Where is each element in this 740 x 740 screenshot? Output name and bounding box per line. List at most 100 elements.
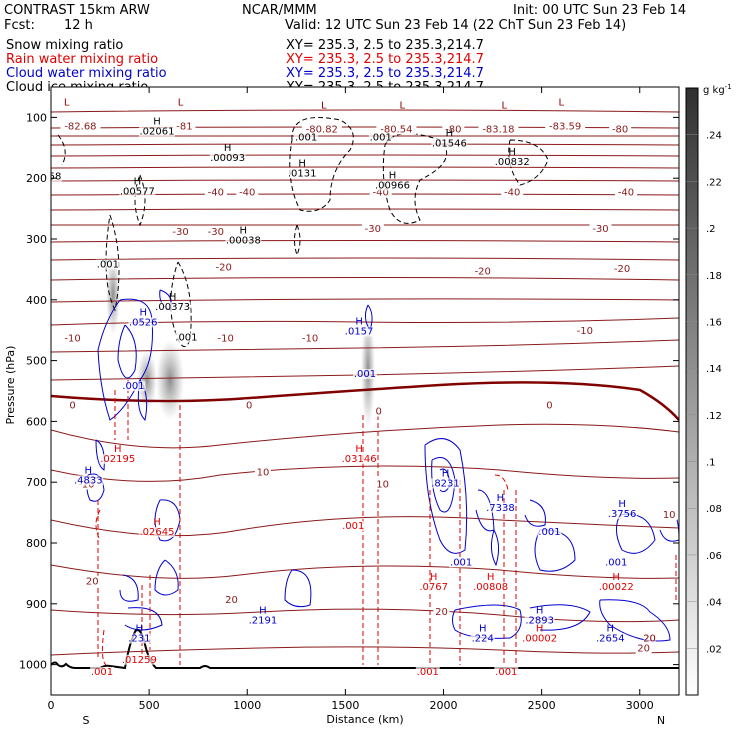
rain-contour	[95, 509, 101, 541]
terrain-profile	[51, 628, 679, 670]
extremum-marker: H	[442, 468, 450, 479]
y-tick-label: 300	[26, 233, 47, 246]
extremum-value: .224	[472, 633, 494, 644]
extremum-value: .001	[450, 557, 472, 568]
y-axis-label: Pressure (hPa)	[4, 346, 17, 425]
isotherm-label-bg	[223, 593, 240, 605]
isotherm-label: -80	[612, 124, 628, 135]
x-tick-label: 0	[48, 699, 55, 712]
extremum-value-bg	[449, 557, 474, 568]
extremum-marker: H	[114, 444, 122, 455]
extremum-marker: H	[355, 444, 363, 455]
isotherm-label-bg	[369, 186, 392, 198]
cloud-water-contour	[154, 499, 181, 542]
isotherm-line	[51, 126, 679, 129]
extremum-marker: H	[224, 143, 232, 154]
extremum-value-bg	[287, 168, 318, 179]
isotherm-label: -30	[365, 224, 381, 235]
isotherm-label-bg	[236, 186, 259, 198]
isotherm-label-bg	[214, 332, 237, 344]
isotherm-line	[51, 646, 679, 656]
extremum-value: .001	[605, 557, 627, 568]
extremum-value-bg	[537, 527, 562, 538]
x-axis-label: Distance (km)	[326, 713, 403, 726]
extremum-value: .02195	[100, 454, 135, 465]
field-name-cloud-water: Cloud water mixing ratio	[6, 66, 167, 81]
snow-contour	[105, 214, 120, 312]
extremum-marker: L	[178, 98, 184, 109]
isotherm-label: -30	[208, 227, 224, 238]
extremum-value: .2893	[525, 615, 554, 626]
plot-frame	[50, 86, 680, 696]
y-tick-label: 600	[26, 415, 47, 428]
snow-contour	[294, 224, 301, 257]
x-tick-label: 2000	[430, 699, 458, 712]
extremum-value-bg	[494, 666, 519, 677]
colorbar-tick-label: .04	[706, 598, 722, 609]
extremum-value: .001	[370, 133, 392, 144]
extremum-marker: L	[558, 98, 564, 109]
isotherm-line	[51, 257, 679, 261]
extremum-value-bg	[341, 454, 378, 465]
extremum-value-bg	[127, 633, 152, 644]
extremum-value: .001	[354, 369, 376, 380]
extremum-marker: L	[64, 98, 70, 109]
colorbar-unit: g kg-1	[703, 83, 732, 96]
isotherm-label-bg	[544, 399, 555, 411]
extremum-value: .00002	[522, 633, 557, 644]
extremum-value: .00038	[226, 235, 261, 246]
isotherm-label-bg	[609, 123, 632, 135]
isotherm-label: -83.59	[549, 121, 581, 132]
extremum-value-bg	[604, 557, 629, 568]
isotherm-label: -10	[64, 334, 80, 345]
extremum-value: .00966	[375, 181, 410, 192]
extremum-value: .001	[417, 667, 439, 678]
extremum-value: .00373	[155, 302, 190, 313]
isotherm-label-bg	[61, 332, 84, 344]
y-tick-label: 200	[26, 172, 47, 185]
cloud-water-contour	[97, 298, 153, 421]
extremum-value-bg	[595, 633, 626, 644]
cloud-water-contour	[117, 324, 137, 379]
extremum-marker: H	[153, 116, 161, 127]
isotherm-label: 20	[637, 644, 650, 655]
extremum-marker: H	[355, 316, 363, 327]
isotherm-line	[51, 135, 679, 137]
isotherm-label: -10	[577, 326, 593, 337]
contour-labels: -82.68 -81 -80.82 -80.54 -80 -83.18 -83.59 -80 -…	[33, 98, 678, 678]
extremum-value: .0526	[129, 317, 158, 328]
colorbar-scale	[685, 87, 699, 696]
extremum-value: .02061	[139, 126, 174, 137]
extremum-marker: H	[536, 623, 544, 634]
isotherm-label-bg	[361, 223, 384, 235]
isotherm-label-bg	[471, 265, 494, 277]
extremum-value: .00808	[473, 582, 508, 593]
extremum-marker: H	[259, 605, 267, 616]
fcst-value: 12 h	[64, 18, 93, 33]
extremum-marker: H	[497, 493, 505, 504]
extremum-value-bg	[225, 235, 262, 246]
isotherm-label-bg	[173, 120, 196, 132]
extremum-marker: H	[479, 623, 487, 634]
isotherm-line	[51, 143, 679, 146]
extremum-value: .001	[175, 333, 197, 344]
isotherm-label-bg	[84, 575, 101, 587]
extremum-marker: H	[139, 307, 147, 318]
extremum-value: .0558	[33, 171, 62, 182]
extremum-value: .0767	[419, 582, 448, 593]
extremum-value: .3756	[608, 509, 637, 520]
isotherm-label-bg	[376, 123, 417, 135]
extremum-value-bg	[485, 502, 516, 513]
cloud-water-contour	[124, 607, 163, 631]
freezing-level-isotherm	[51, 381, 679, 421]
extremum-value-bg	[95, 259, 120, 270]
rain-contour	[429, 480, 517, 665]
extremum-value: .001	[342, 521, 364, 532]
chart-title: CONTRAST 15km ARW	[4, 3, 150, 18]
isotherm-label-bg	[373, 405, 384, 417]
isotherm-label: -10	[302, 334, 318, 345]
extremum-value: 20	[643, 633, 656, 644]
isotherm-line	[51, 277, 679, 281]
extremum-value: .001	[91, 667, 113, 678]
